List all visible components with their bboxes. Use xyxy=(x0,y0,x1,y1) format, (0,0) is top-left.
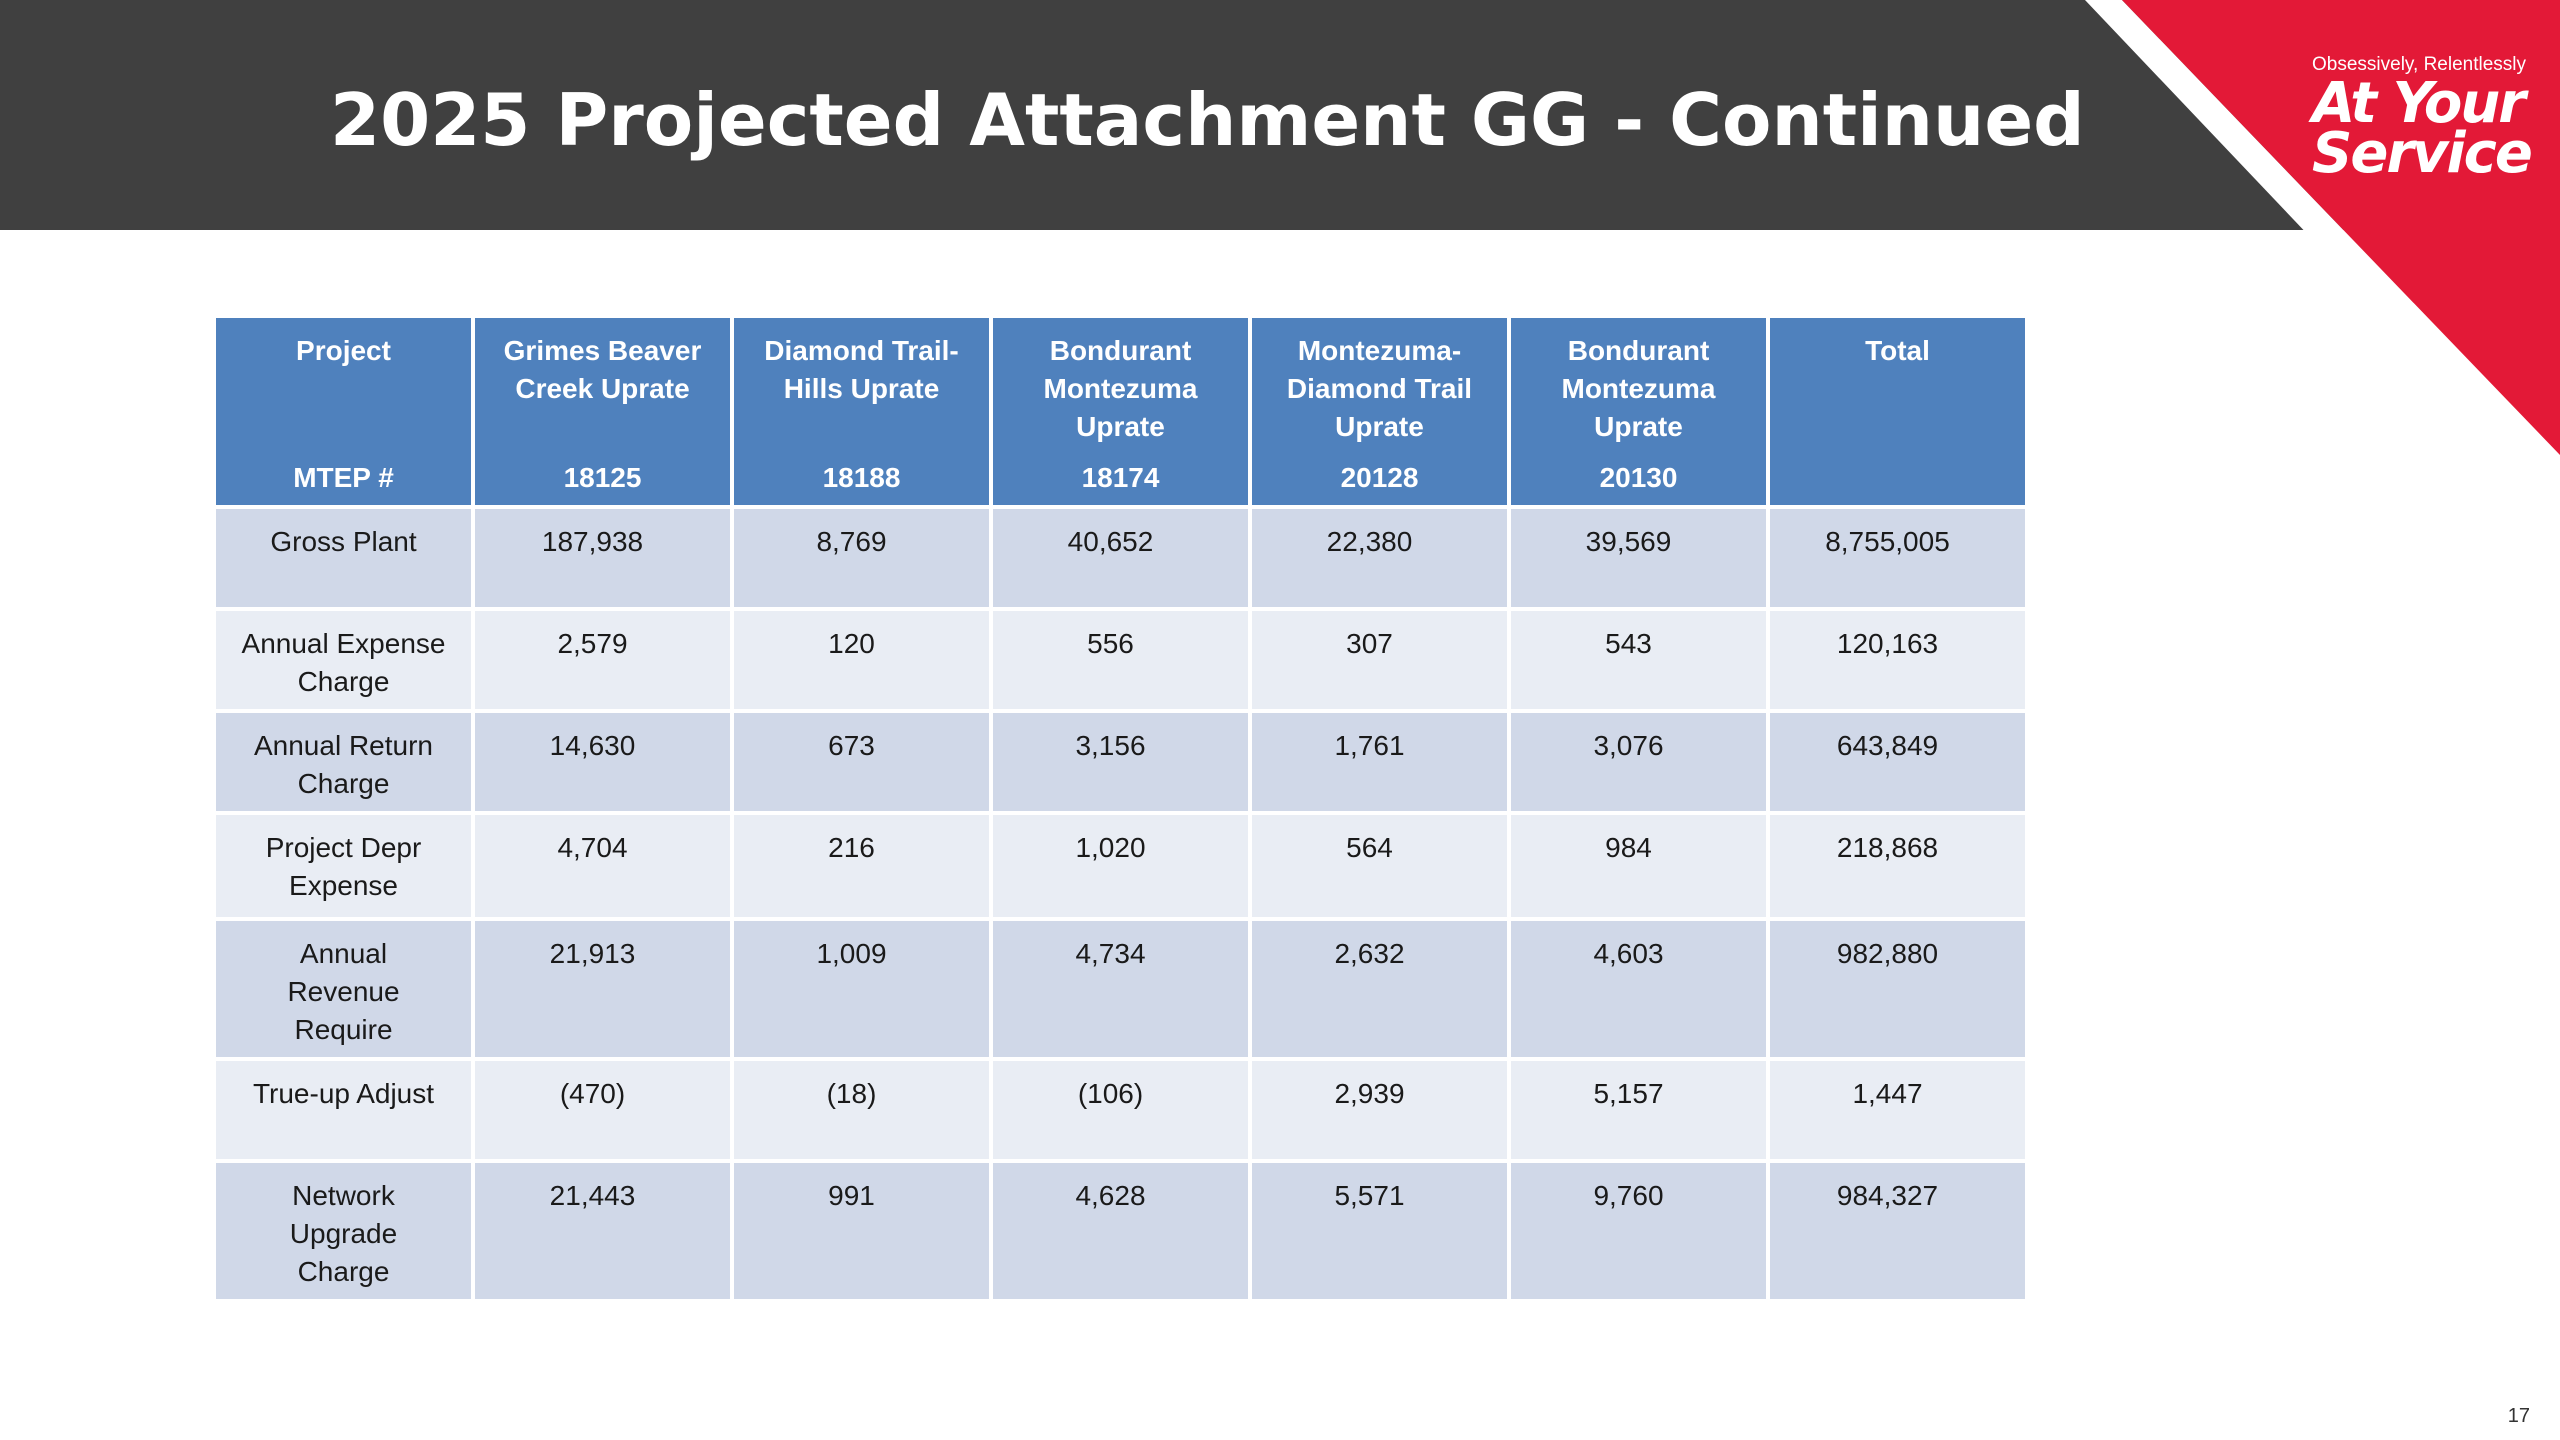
table-cell: 8,755,005 xyxy=(1770,509,2025,607)
page-number: 17 xyxy=(2507,1405,2530,1427)
table-cell: 643,849 xyxy=(1770,713,2025,811)
table-row: Project Depr Expense 4,704 216 1,020 564… xyxy=(216,815,2025,917)
table-cell: 40,652 xyxy=(993,509,1248,607)
table-cell: 218,868 xyxy=(1770,815,2025,917)
table-cell: 14,630 xyxy=(475,713,730,811)
table-cell: 4,628 xyxy=(993,1163,1248,1299)
table-cell: 3,156 xyxy=(993,713,1248,811)
table-cell: 5,571 xyxy=(1252,1163,1507,1299)
table-cell: 543 xyxy=(1511,611,1766,709)
row-label: Annual Revenue Require xyxy=(216,921,471,1057)
table-cell: 982,880 xyxy=(1770,921,2025,1057)
slide-title: 2025 Projected Attachment GG - Continued xyxy=(330,78,2085,162)
table-cell: 120,163 xyxy=(1770,611,2025,709)
table-row: Gross Plant 187,938 8,769 40,652 22,380 … xyxy=(216,509,2025,607)
table-header-row: Project MTEP # Grimes Beaver Creek Uprat… xyxy=(216,318,2025,505)
brand-tagline: Obsessively, Relentlessly xyxy=(2312,54,2527,75)
brand-logo-line-1: At Your xyxy=(2312,71,2526,136)
table-cell: 5,157 xyxy=(1511,1061,1766,1159)
table-cell: 21,443 xyxy=(475,1163,730,1299)
table-cell: 9,760 xyxy=(1511,1163,1766,1299)
table-row: True-up Adjust (470) (18) (106) 2,939 5,… xyxy=(216,1061,2025,1159)
table-cell: 2,939 xyxy=(1252,1061,1507,1159)
header-grimes-beaver-creek: Grimes Beaver Creek Uprate 18125 xyxy=(475,318,730,505)
table-cell: 991 xyxy=(734,1163,989,1299)
table-cell: 2,579 xyxy=(475,611,730,709)
table-cell: 556 xyxy=(993,611,1248,709)
table-cell: 3,076 xyxy=(1511,713,1766,811)
table-cell: 1,761 xyxy=(1252,713,1507,811)
table-cell: 1,020 xyxy=(993,815,1248,917)
table-cell: 21,913 xyxy=(475,921,730,1057)
header-project: Project MTEP # xyxy=(216,318,471,505)
table-row: Annual Revenue Require 21,913 1,009 4,73… xyxy=(216,921,2025,1057)
table-cell: 4,734 xyxy=(993,921,1248,1057)
table-row: Network Upgrade Charge 21,443 991 4,628 … xyxy=(216,1163,2025,1299)
table-cell: 120 xyxy=(734,611,989,709)
brand-logo-line-2: Service xyxy=(2312,121,2533,186)
table-cell: 984 xyxy=(1511,815,1766,917)
table-cell: 984,327 xyxy=(1770,1163,2025,1299)
table-cell: 8,769 xyxy=(734,509,989,607)
header-montezuma-diamond-trail: Montezuma- Diamond Trail Uprate 20128 xyxy=(1252,318,1507,505)
table-cell: 39,569 xyxy=(1511,509,1766,607)
table-cell: 1,009 xyxy=(734,921,989,1057)
table-cell: (18) xyxy=(734,1061,989,1159)
table-cell: 307 xyxy=(1252,611,1507,709)
table-cell: 4,603 xyxy=(1511,921,1766,1057)
header-diamond-trail-hills: Diamond Trail- Hills Uprate 18188 xyxy=(734,318,989,505)
header-total: Total xyxy=(1770,318,2025,505)
table-row: Annual Expense Charge 2,579 120 556 307 … xyxy=(216,611,2025,709)
row-label: Annual Return Charge xyxy=(216,713,471,811)
header-bondurant-montezuma-20130: Bondurant Montezuma Uprate 20130 xyxy=(1511,318,1766,505)
table-cell: 187,938 xyxy=(475,509,730,607)
header-mtep-label: MTEP # xyxy=(293,462,394,493)
row-label: Annual Expense Charge xyxy=(216,611,471,709)
table-cell: (470) xyxy=(475,1061,730,1159)
table-cell: 22,380 xyxy=(1252,509,1507,607)
row-label: Network Upgrade Charge xyxy=(216,1163,471,1299)
row-label: Gross Plant xyxy=(216,509,471,607)
table-cell: 1,447 xyxy=(1770,1061,2025,1159)
table-cell: 564 xyxy=(1252,815,1507,917)
table-row: Annual Return Charge 14,630 673 3,156 1,… xyxy=(216,713,2025,811)
header-bondurant-montezuma-18174: Bondurant Montezuma Uprate 18174 xyxy=(993,318,1248,505)
table-cell: (106) xyxy=(993,1061,1248,1159)
table-cell: 4,704 xyxy=(475,815,730,917)
row-label: Project Depr Expense xyxy=(216,815,471,917)
table-cell: 2,632 xyxy=(1252,921,1507,1057)
table-cell: 673 xyxy=(734,713,989,811)
table-cell: 216 xyxy=(734,815,989,917)
row-label: True-up Adjust xyxy=(216,1061,471,1159)
attachment-gg-table: Project MTEP # Grimes Beaver Creek Uprat… xyxy=(212,314,2029,1303)
